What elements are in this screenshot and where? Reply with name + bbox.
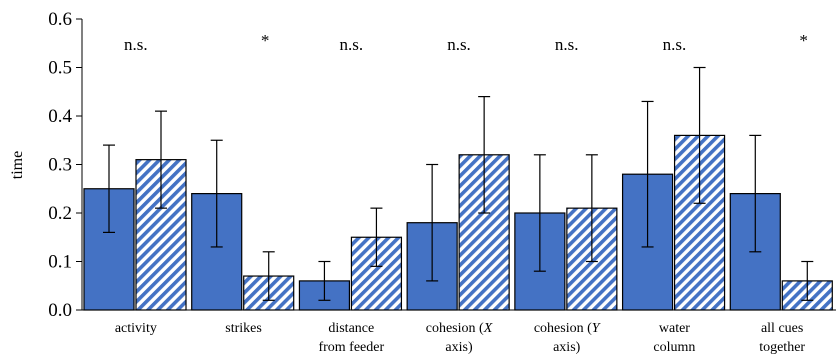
- category-label: distance: [328, 321, 374, 336]
- y-tick-label: 0.6: [48, 9, 72, 30]
- category-label: water: [659, 321, 690, 336]
- significance-label: *: [261, 31, 270, 50]
- category-label: axis): [445, 340, 473, 355]
- significance-label: n.s.: [555, 35, 579, 54]
- significance-labels: n.s. * n.s. n.s. n.s. n.s. *: [124, 31, 808, 54]
- category-label: cohesion (Y: [534, 321, 602, 336]
- significance-label: n.s.: [663, 35, 687, 54]
- y-tick-label: 0.0: [48, 300, 72, 321]
- error-bars: [103, 66, 814, 301]
- y-axis-title: time: [9, 151, 26, 179]
- category-label: column: [653, 340, 695, 355]
- category-label: activity: [115, 321, 157, 336]
- y-axis-ticks: 0.0 0.1 0.2 0.3 0.4 0.5 0.6: [48, 9, 82, 321]
- category-label: together: [759, 340, 805, 355]
- category-labels: activity strikes distance from feeder cohesi…: [115, 321, 806, 355]
- significance-label: n.s.: [339, 35, 363, 54]
- category-label: strikes: [225, 321, 262, 336]
- bars: [83, 134, 833, 311]
- y-tick-label: 0.1: [48, 252, 72, 273]
- significance-label: *: [799, 31, 808, 50]
- category-label: from feeder: [318, 340, 384, 355]
- category-label: cohesion (X: [426, 321, 493, 336]
- hatched-bar: [673, 134, 726, 311]
- category-label: all cues: [761, 321, 803, 336]
- y-tick-label: 0.2: [48, 203, 72, 224]
- y-tick-label: 0.3: [48, 155, 72, 176]
- y-tick-label: 0.5: [48, 58, 72, 79]
- significance-label: n.s.: [447, 35, 471, 54]
- significance-label: n.s.: [124, 35, 148, 54]
- y-tick-label: 0.4: [48, 106, 72, 127]
- category-label: axis): [553, 340, 581, 355]
